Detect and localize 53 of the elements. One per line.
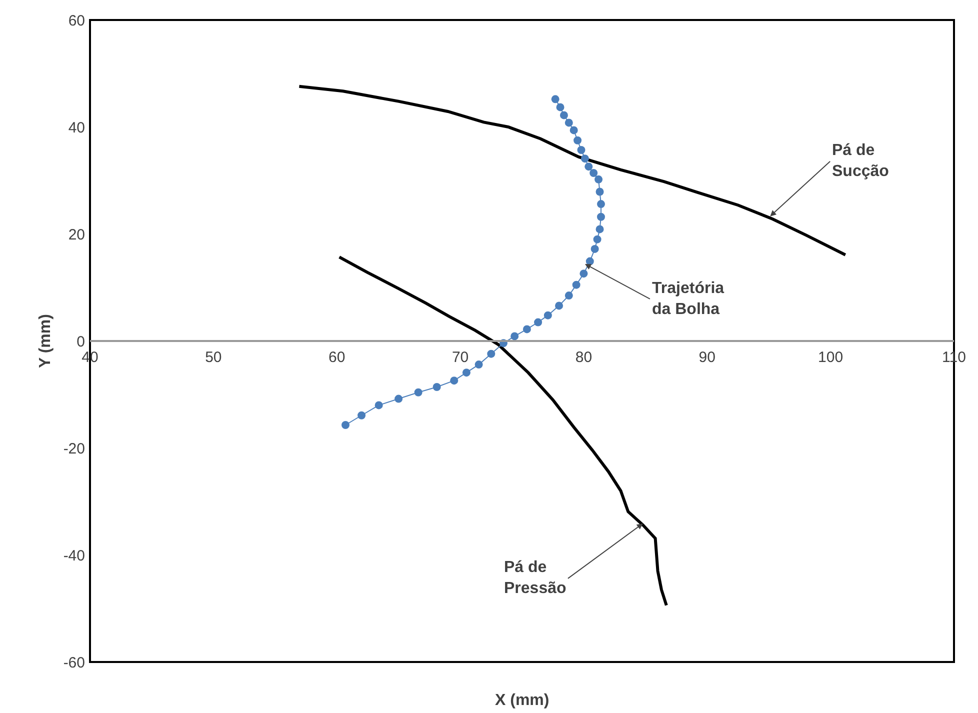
point <box>596 188 604 196</box>
y-tick-label: -40 <box>63 547 85 564</box>
point <box>555 302 564 310</box>
point <box>474 360 483 369</box>
annotation: Pá de Pressão <box>504 559 566 597</box>
point <box>374 401 383 410</box>
x-tick-label: 80 <box>575 348 592 366</box>
point <box>580 154 589 163</box>
x-tick-label: 90 <box>698 348 716 366</box>
point <box>432 383 441 392</box>
point <box>487 350 496 358</box>
y-tick-label: -60 <box>63 654 85 672</box>
y-tick-label: 0 <box>76 333 85 350</box>
point <box>593 235 602 244</box>
x-tick-label: 60 <box>328 348 346 366</box>
point <box>556 103 564 112</box>
point <box>584 162 593 171</box>
point <box>462 368 470 377</box>
y-axis-title: Y (mm) <box>37 314 54 368</box>
x-axis-title: X (mm) <box>495 692 550 709</box>
point <box>564 118 573 127</box>
point <box>544 311 552 320</box>
point <box>590 244 599 253</box>
point <box>414 388 422 396</box>
point <box>594 175 603 184</box>
point <box>551 95 560 104</box>
point <box>560 111 568 120</box>
y-tick-label: 20 <box>68 226 85 244</box>
point <box>358 411 366 420</box>
point <box>394 394 403 403</box>
point <box>580 270 588 278</box>
point <box>570 126 578 134</box>
point <box>572 280 580 289</box>
y-tick-label: 60 <box>68 12 85 30</box>
point <box>534 318 542 326</box>
point <box>510 332 519 340</box>
point <box>522 325 531 334</box>
point <box>342 421 350 429</box>
x-tick-label: 50 <box>205 348 222 366</box>
point <box>596 200 605 208</box>
point <box>590 169 598 178</box>
point <box>450 376 458 385</box>
annotation: Trajetória da Bolha <box>652 280 724 318</box>
y-tick-label: 40 <box>68 119 85 136</box>
annotation: Pá de Sucção <box>832 142 890 180</box>
point <box>564 292 573 300</box>
y-tick-label: -20 <box>63 440 85 458</box>
point <box>574 136 582 144</box>
x-tick-label: 70 <box>452 348 469 366</box>
x-tick-label: 100 <box>818 348 844 366</box>
point <box>596 225 604 234</box>
point <box>577 146 586 154</box>
point <box>596 212 605 221</box>
